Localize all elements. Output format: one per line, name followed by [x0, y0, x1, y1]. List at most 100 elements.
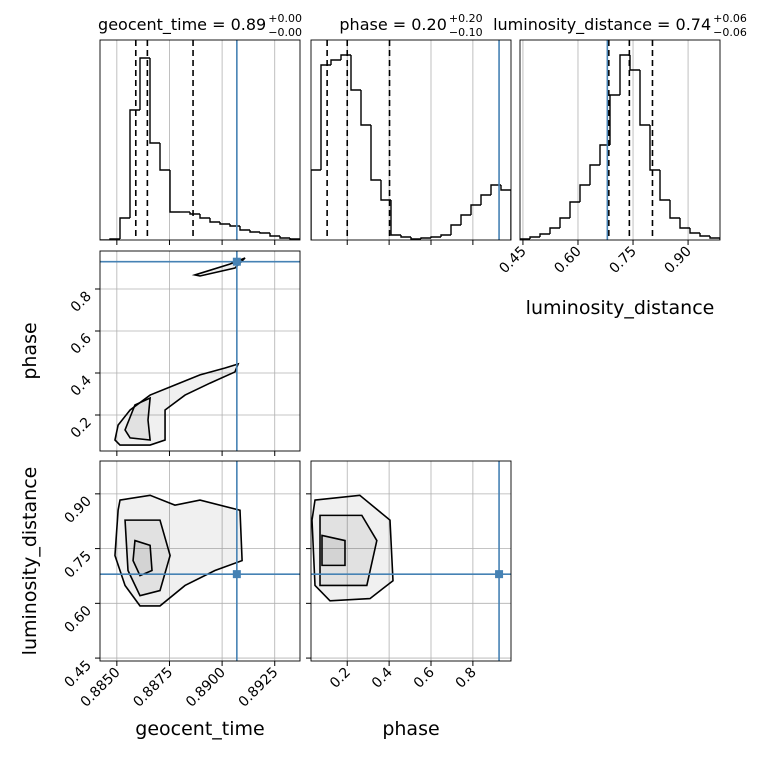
x-axis-label: luminosity_distance: [526, 297, 715, 319]
histogram-step: [559, 217, 570, 228]
title: geocent_time = 0.89: [98, 15, 266, 35]
histogram-step: [119, 217, 130, 239]
histogram-step: [390, 200, 401, 236]
panel: 0.8850 0.8875 0.8900 0.89250.450.600.750.90…: [19, 460, 301, 740]
x-tick-label: 0.8900: [183, 665, 229, 711]
histogram-step: [189, 212, 200, 215]
x-tick-label: 0.75: [607, 244, 640, 277]
histogram-step: [689, 228, 700, 234]
histogram-step: [149, 58, 160, 144]
plot-area: [311, 40, 511, 240]
histogram-step: [480, 194, 491, 205]
histogram-step: [199, 214, 210, 219]
histogram-step: [340, 54, 351, 60]
histogram-step: [639, 70, 650, 126]
histogram-step: [609, 94, 620, 145]
y-tick-label: 0.6: [68, 330, 95, 357]
contour: [132, 539, 153, 577]
x-axis-label: geocent_time: [135, 718, 264, 740]
x-tick-label: 0.2: [327, 665, 354, 692]
title-sup: +0.00: [268, 12, 302, 25]
truth-marker: [232, 257, 241, 266]
title-sup: +0.20: [449, 12, 483, 25]
histogram-step: [380, 180, 391, 201]
title: luminosity_distance = 0.74: [493, 15, 711, 35]
histogram-step: [269, 233, 280, 237]
histogram-step: [539, 233, 550, 237]
plot-area: [100, 40, 300, 240]
title-sub: −0.10: [449, 26, 483, 39]
histogram-step: [529, 236, 540, 239]
histogram-step: [239, 226, 250, 231]
histogram-step: [659, 170, 670, 201]
histogram-step: [460, 214, 471, 225]
truth-marker: [495, 570, 504, 579]
frame: [99, 250, 301, 452]
histogram-step: [430, 236, 441, 238]
histogram-step: [289, 238, 300, 240]
plot-area: [311, 461, 511, 661]
x-tick-label: 0.60: [551, 244, 584, 277]
histogram-step: [400, 235, 411, 238]
panel: geocent_time = 0.89 +0.00−0.00: [98, 12, 302, 245]
frame: [99, 460, 301, 662]
histogram-step: [360, 90, 371, 126]
title-sup: +0.06: [713, 12, 747, 25]
histogram-step: [619, 54, 630, 95]
histogram-step: [679, 218, 690, 229]
histogram-step: [320, 64, 331, 170]
histogram-step: [440, 234, 451, 237]
title: phase = 0.20: [339, 15, 446, 34]
histogram-step: [139, 57, 150, 110]
histogram-step: [129, 109, 140, 218]
histogram-step: [589, 164, 600, 185]
y-tick-label: 0.90: [61, 493, 94, 526]
y-tick-label: 0.60: [61, 603, 94, 636]
histogram-step: [249, 230, 260, 233]
panel: phase = 0.20 +0.20−0.10: [310, 12, 512, 245]
histogram-step: [350, 55, 361, 91]
contour: [114, 494, 243, 607]
histogram-step: [420, 237, 431, 239]
histogram-step: [259, 232, 270, 234]
histogram-step: [649, 125, 660, 171]
histogram-step: [229, 224, 240, 227]
histogram-step: [470, 204, 481, 215]
frame: [310, 460, 512, 662]
y-tick-label: 0.75: [61, 548, 94, 581]
histogram-step: [500, 185, 511, 240]
histogram-step: [699, 233, 710, 237]
histogram-step: [159, 143, 170, 171]
x-axis-label: phase: [382, 718, 439, 740]
plot-area: [100, 251, 300, 451]
histogram-step: [219, 222, 230, 225]
histogram-step: [629, 55, 640, 71]
plot-area: [520, 40, 720, 240]
histogram-step: [209, 218, 220, 223]
histogram-step: [579, 184, 590, 202]
panel: 0.45 0.60 0.75 0.90 luminosity_distance = 0.…: [493, 12, 747, 319]
histogram-step: [490, 184, 501, 195]
x-tick-label: 0.4: [369, 664, 396, 691]
y-tick-label: 0.2: [68, 415, 95, 442]
histogram-step: [169, 170, 180, 213]
frame: [310, 39, 512, 241]
x-tick-label: 0.8875: [130, 665, 176, 711]
panel: 0.2 0.4 0.6 0.8 phase: [306, 460, 512, 740]
histogram-step: [520, 238, 530, 240]
histogram-step: [410, 237, 421, 240]
contour: [124, 519, 171, 597]
y-tick-label: 0.4: [68, 372, 95, 399]
histogram-step: [669, 200, 680, 219]
contour: [124, 396, 152, 441]
x-tick-label: 0.8925: [236, 665, 282, 711]
plot-area: [100, 461, 300, 661]
histogram-step: [330, 59, 341, 65]
x-tick-label: 0.6: [411, 664, 438, 691]
y-tick-label: 0.8: [68, 289, 95, 316]
histogram-step: [370, 125, 381, 181]
x-tick-label: 0.90: [662, 244, 695, 277]
y-axis-label: luminosity_distance: [19, 467, 41, 656]
contour: [321, 534, 346, 567]
